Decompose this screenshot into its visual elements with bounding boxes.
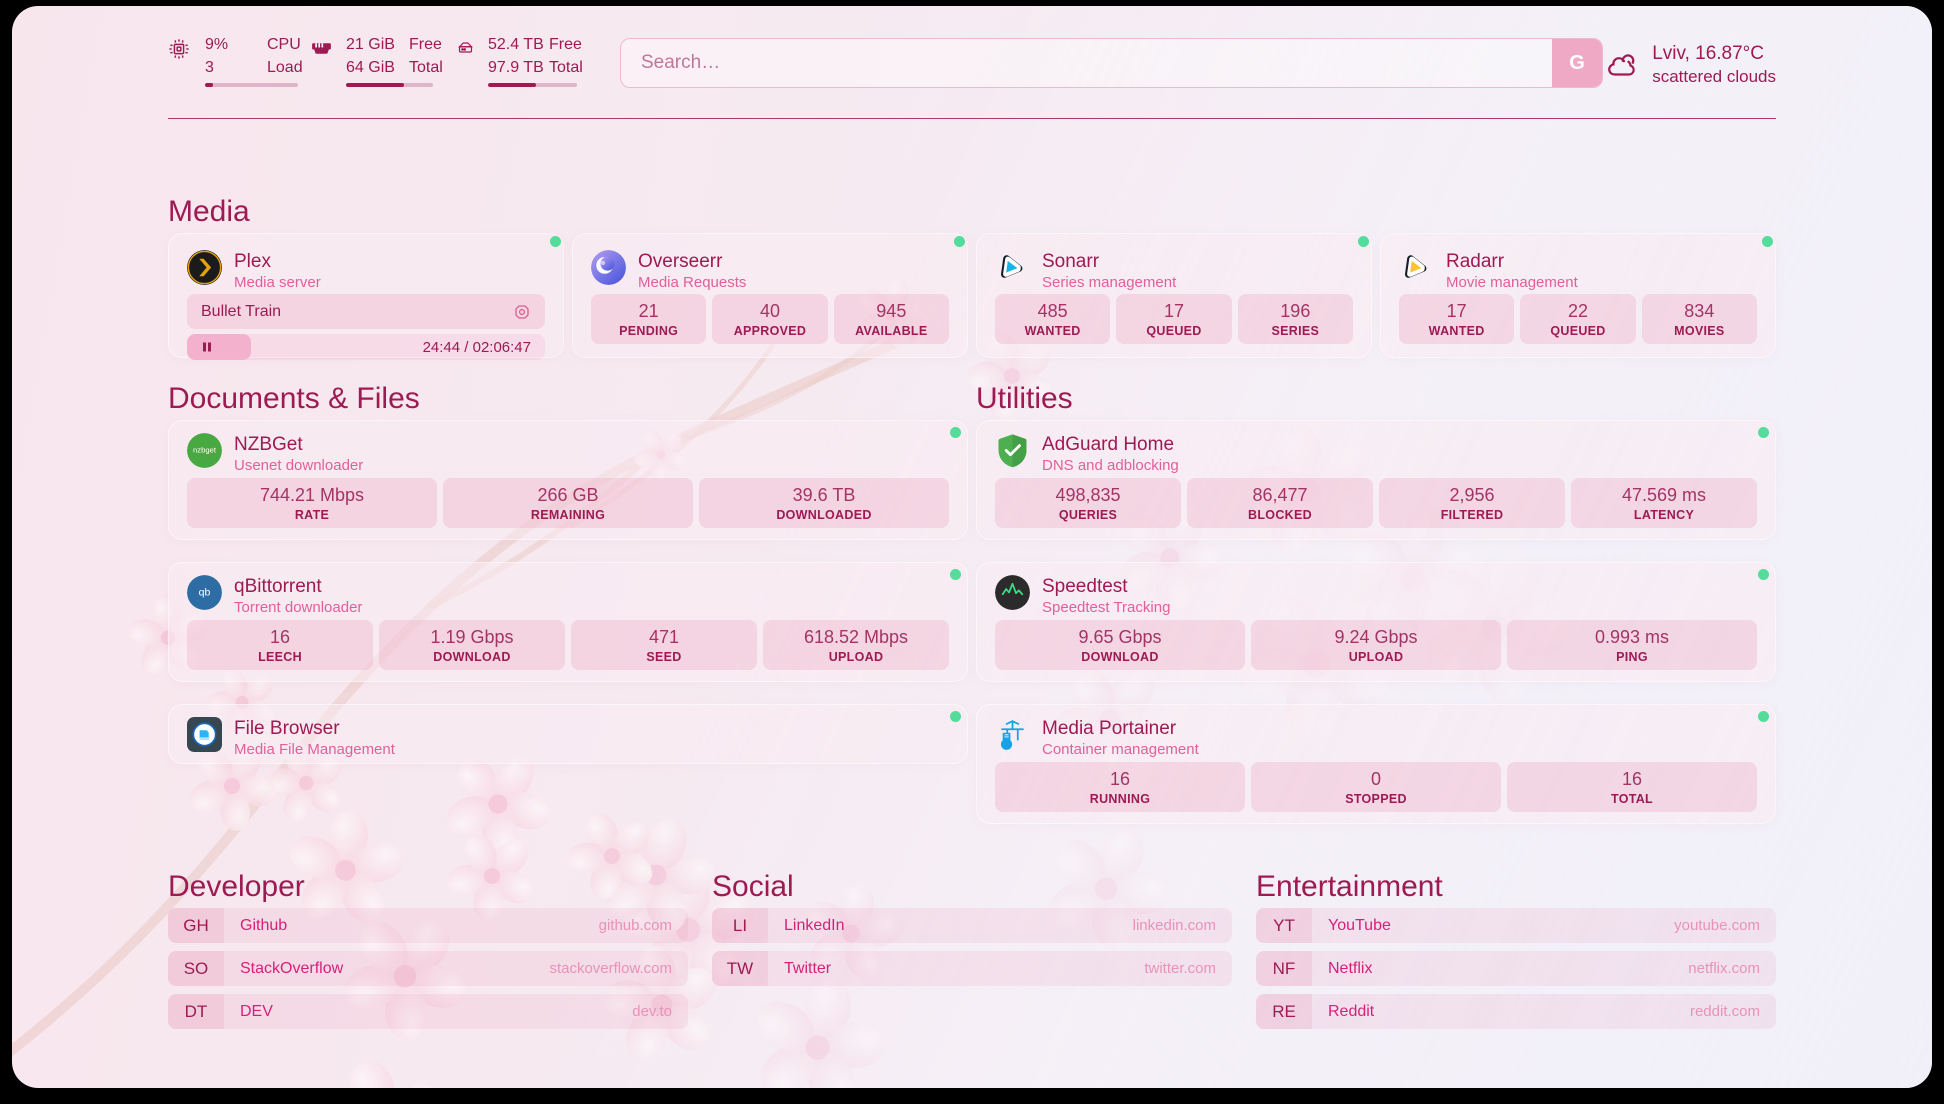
svg-text:nzbget: nzbget bbox=[193, 446, 217, 455]
svg-text:qb: qb bbox=[199, 586, 211, 598]
